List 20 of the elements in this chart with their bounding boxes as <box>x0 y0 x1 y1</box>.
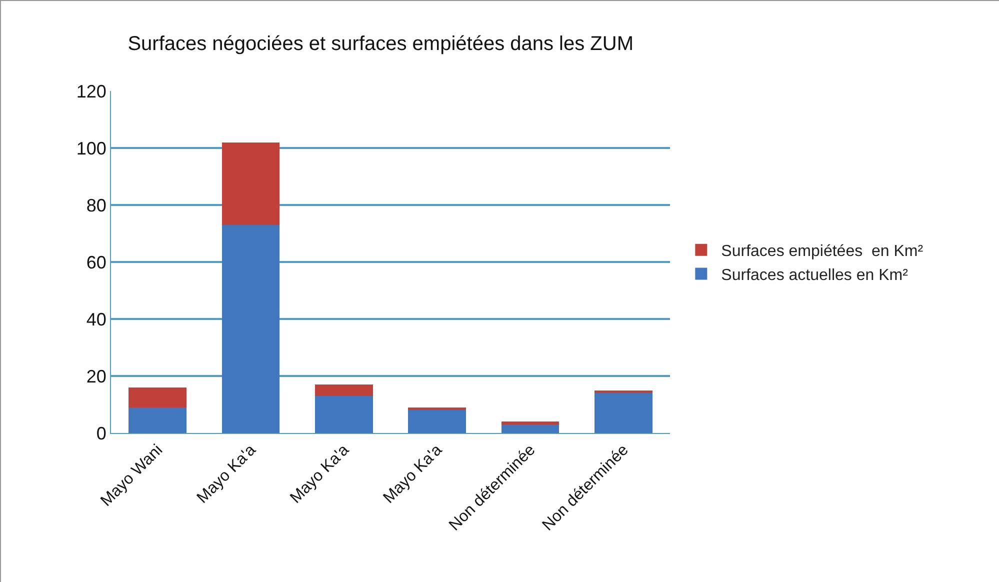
bar <box>315 384 373 396</box>
bar <box>501 422 560 424</box>
bar <box>408 410 466 433</box>
bar <box>594 393 652 433</box>
bar <box>128 407 186 433</box>
bar <box>128 387 186 408</box>
y-tick-label: 100 <box>76 138 106 158</box>
y-tick-label: 40 <box>86 309 106 330</box>
chart-title: Surfaces négociées et surfaces empiétées dans les ZUM <box>128 32 634 55</box>
bar <box>501 424 560 433</box>
y-tick-label: 120 <box>76 81 106 102</box>
y-tick-label: 0 <box>96 423 106 444</box>
legend-label: Surfaces empiétées en Km² <box>721 243 924 260</box>
bar <box>222 142 280 225</box>
y-tick-label: 80 <box>86 195 106 216</box>
bar <box>315 396 373 433</box>
y-tick-label: 20 <box>86 366 106 386</box>
legend-label: Surfaces actuelles en Km² <box>721 266 909 284</box>
bar <box>222 224 280 433</box>
y-tick-label: 60 <box>86 252 106 272</box>
